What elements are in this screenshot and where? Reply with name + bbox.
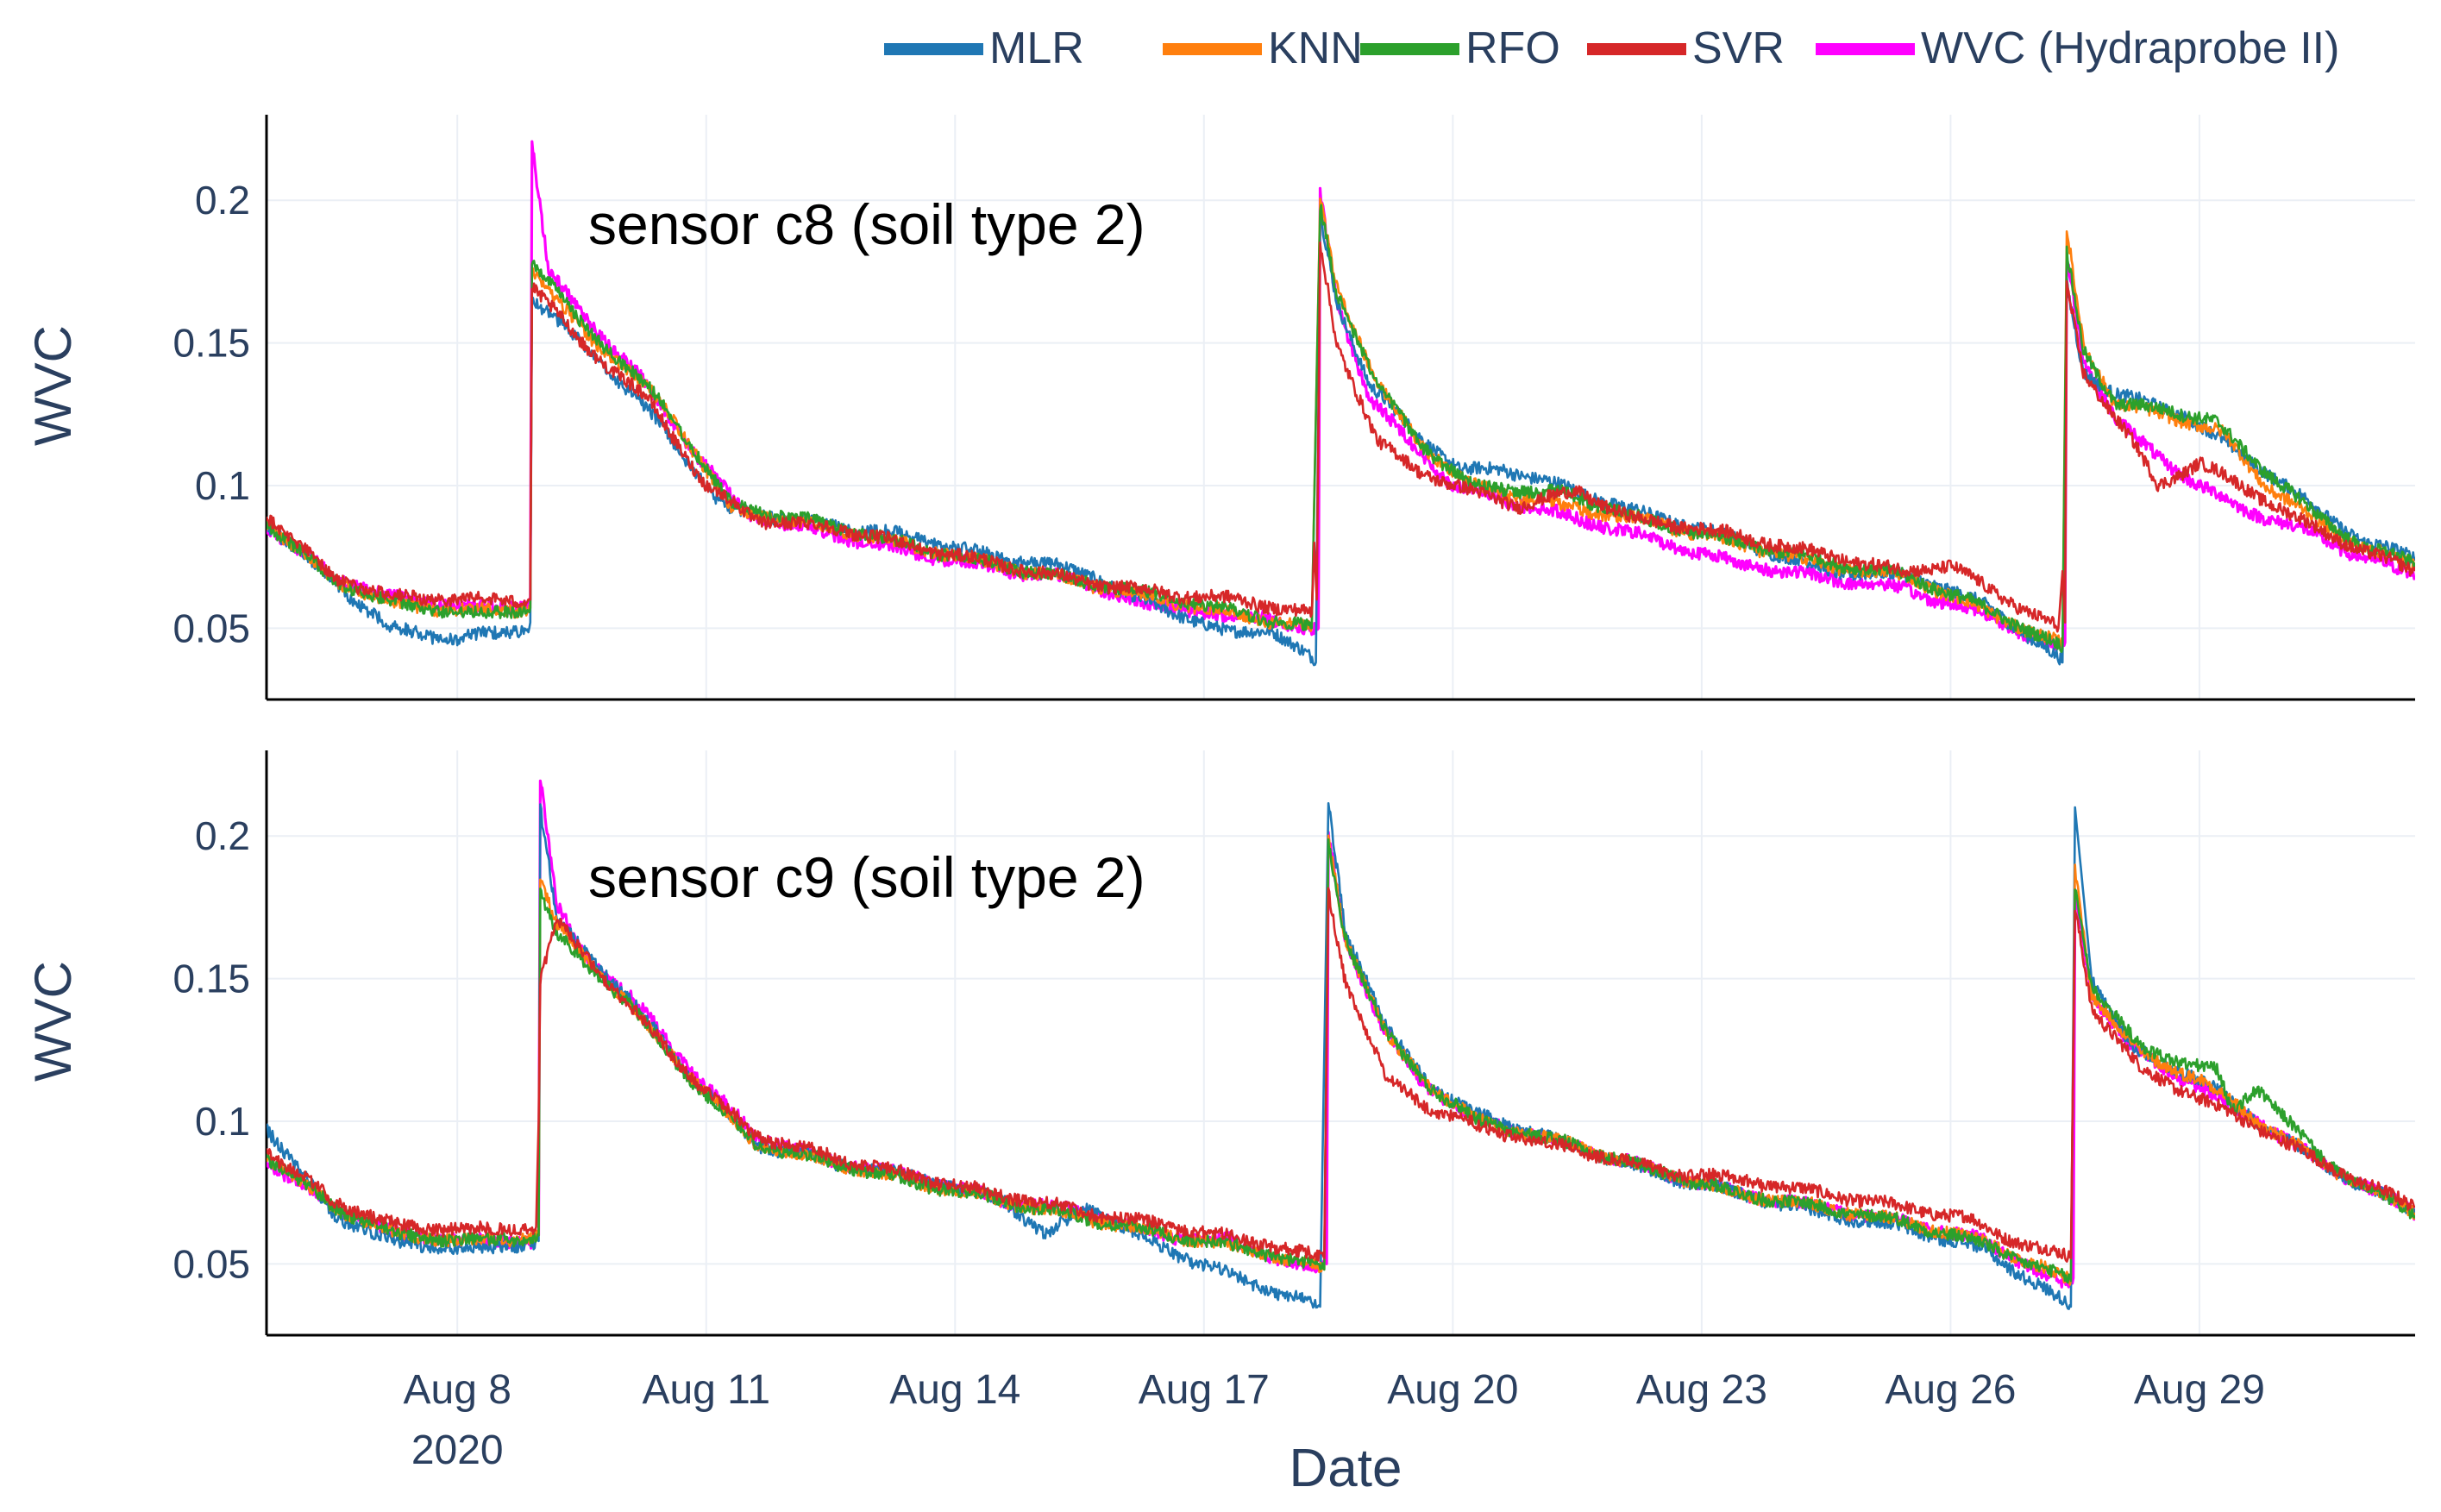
y-tick-label: 0.1 [195, 463, 250, 508]
y-tick-label: 0.05 [173, 605, 250, 650]
legend: MLR KNN RFO SVR WVC (Hydraprobe II) [884, 23, 2339, 73]
series-line-svr [267, 242, 2415, 633]
y-tick-label: 0.1 [195, 1099, 250, 1144]
legend-label: WVC (Hydraprobe II) [1921, 23, 2339, 73]
y-tick-label: 0.15 [173, 957, 250, 1001]
x-tick-label: Aug 11 [642, 1367, 770, 1413]
x-axis: Aug 8 2020 Aug 11 Aug 14 Aug 17 Aug 20 Aug 23 A… [403, 1367, 2265, 1498]
x-tick-label: Aug 8 [403, 1367, 511, 1413]
x-tick-label: Aug 29 [2134, 1367, 2265, 1413]
panel-annotation: sensor c8 (soil type 2) [588, 192, 1145, 256]
y-tick-label: 0.15 [173, 321, 250, 366]
panel-annotation: sensor c9 (soil type 2) [588, 845, 1145, 909]
x-axis-title: Date [1290, 1439, 1402, 1498]
x-tick-label: Aug 14 [889, 1367, 1020, 1413]
legend-label: RFO [1465, 23, 1560, 73]
x-tick-label: Aug 20 [1387, 1367, 1518, 1413]
x-tick-sublabel: 2020 [411, 1427, 504, 1473]
series-line-knn [267, 198, 2415, 649]
y-axis-title: WVC [24, 325, 82, 446]
y-axis-title: WVC [24, 961, 82, 1082]
legend-label: MLR [989, 23, 1084, 73]
panel-sensor-c8: 0.05 0.1 0.15 0.2 WVC sensor c8 (soil type 2) [24, 115, 2415, 701]
series-group [267, 779, 2415, 1310]
legend-label: SVR [1692, 23, 1785, 73]
legend-label: KNN [1268, 23, 1363, 73]
x-tick-label: Aug 26 [1885, 1367, 2016, 1413]
x-tick-label: Aug 23 [1636, 1367, 1767, 1413]
series-group [267, 140, 2415, 667]
y-tick-label: 0.2 [195, 178, 250, 223]
y-tick-label: 0.2 [195, 813, 250, 858]
x-tick-label: Aug 17 [1139, 1367, 1270, 1413]
y-tick-label: 0.05 [173, 1241, 250, 1286]
series-line-svr [267, 887, 2415, 1263]
series-line-rfo [267, 204, 2415, 653]
series-line-mlr [267, 212, 2415, 667]
panel-sensor-c9: 0.05 0.1 0.15 0.2 WVC sensor c9 (soil type 2) [24, 750, 2415, 1337]
